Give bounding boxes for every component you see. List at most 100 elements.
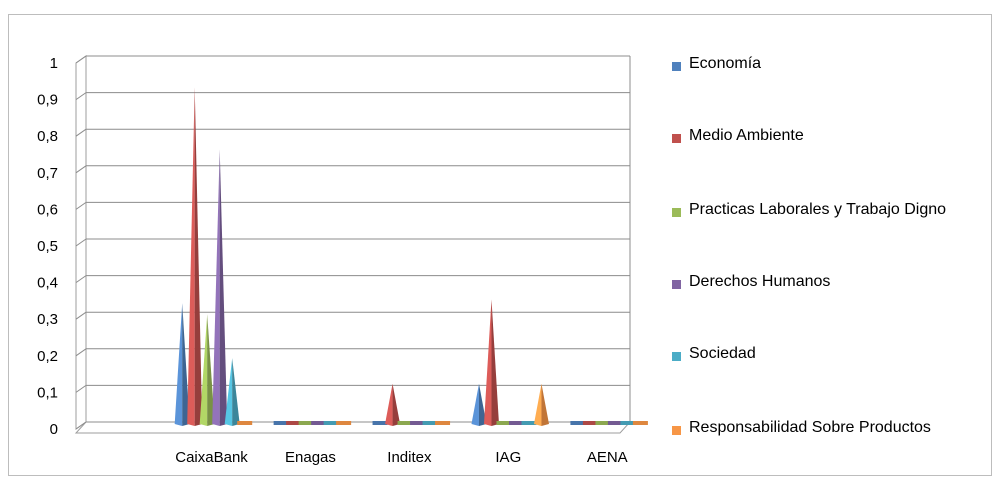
cone-base [311,421,327,425]
cone-derechos-humanos [212,149,228,426]
cone-responsabilidad-sobre-productos [336,421,352,425]
cone-responsabilidad-sobre-productos [632,421,648,425]
cone-medio-ambiente [483,299,499,426]
cone-derechos-humanos [311,421,327,425]
gridline-side [75,348,87,357]
y-tick-label: 1 [50,55,58,72]
cone-practicas-laborales-y-trabajo-digno [298,421,314,425]
legend-label: Medio Ambiente [689,127,804,144]
cone-econom-a [372,421,388,425]
cone-responsabilidad-sobre-productos [237,421,253,425]
y-tick-label: 0,2 [37,348,58,365]
cone-base [570,421,586,425]
legend-swatch [672,352,681,361]
y-tick-label: 0,3 [37,311,58,328]
cone-econom-a [570,421,586,425]
cone-base [336,421,352,425]
chart-marks [174,87,648,426]
y-tick-label: 0,4 [37,275,58,292]
legend-label: Economía [689,55,762,72]
cone-responsabilidad-sobre-productos [533,383,549,426]
legend-swatch [672,426,681,435]
cone-practicas-laborales-y-trabajo-digno [397,421,413,425]
gridlines [75,55,631,430]
cone-base [323,421,339,425]
gridline-side [75,55,87,64]
cone-base [607,421,623,425]
legend-swatch [672,134,681,143]
cone-econom-a [273,421,289,425]
legend-label: Derechos Humanos [689,273,831,290]
cone-sociedad [422,421,438,425]
cone-left [224,358,233,426]
y-tick-label: 0,1 [37,384,58,401]
cone-medio-ambiente [286,421,302,425]
gridline-side [75,128,87,137]
legend-swatch [672,62,681,71]
y-tick-label: 0,7 [37,165,58,182]
legend-label: Practicas Laborales y Trabajo Digno [689,201,947,218]
cone-medio-ambiente [385,383,401,426]
x-tick-label: IAG [495,449,521,466]
x-tick-label: AENA [587,449,628,466]
cone-medio-ambiente [582,421,598,425]
cone-sociedad [620,421,636,425]
cone-right [207,314,215,426]
cone-right [194,87,203,426]
x-tick-label: Inditex [387,449,432,466]
legend-label: Responsabilidad Sobre Productos [689,419,931,436]
cone-sociedad [521,421,537,425]
legend-item: Sociedad [672,345,989,367]
cone-base [286,421,302,425]
cone-right [219,149,228,426]
cone-base [435,421,451,425]
cone-left [483,299,492,426]
cone-practicas-laborales-y-trabajo-digno [199,314,215,426]
cone-base [422,421,438,425]
gridline-side [75,238,87,247]
y-axis-ticks: 0 0,1 0,2 0,3 0,4 0,5 0,6 0,7 0,8 0,9 1 [37,55,58,438]
cone-right [541,383,549,426]
cone-left [385,383,393,426]
y-tick-label: 0,5 [37,238,58,255]
y-tick-label: 0,8 [37,128,58,145]
chart-walls [74,55,632,434]
cone-base [620,421,636,425]
x-axis-ticks: CaixaBank Enagas Inditex IAG AENA [175,449,627,466]
y-tick-label: 0,6 [37,201,58,218]
cone-left [174,303,183,426]
gridline-side [75,201,87,210]
cone-sociedad [323,421,339,425]
cone-medio-ambiente [187,87,203,426]
cone-derechos-humanos [410,421,426,425]
cone-base [521,421,537,425]
cone-responsabilidad-sobre-productos [435,421,451,425]
cone-base [372,421,388,425]
legend-swatch [672,280,681,289]
y-tick-label: 0 [50,421,58,438]
cone-left [199,314,208,426]
legend-swatch [672,208,681,217]
cone-base [632,421,648,425]
y-tick-label: 0,9 [37,92,58,109]
gridline-side [75,165,87,174]
cone-left [187,87,195,426]
cone-base [496,421,512,425]
gridline-side [75,311,87,320]
cone-right [182,303,190,426]
cone-right [232,358,240,426]
cone-sociedad [224,358,240,426]
cone-base [582,421,598,425]
legend-item: Practicas Laborales y Trabajo Digno [672,201,989,223]
legend-item: Derechos Humanos [672,273,989,295]
gridline-side [75,384,87,393]
gridline-side [75,421,87,430]
cone-econom-a [471,383,487,426]
x-tick-label: CaixaBank [175,449,248,466]
chart-frame [8,14,992,476]
cone-derechos-humanos [508,421,524,425]
cone-econom-a [174,303,190,426]
cone-right [392,383,401,426]
cone-practicas-laborales-y-trabajo-digno [595,421,611,425]
